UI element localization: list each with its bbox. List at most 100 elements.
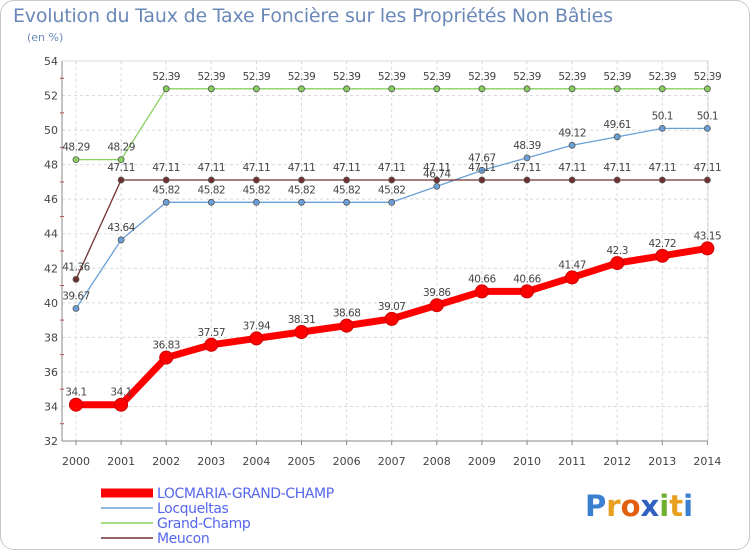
data-point-meucon (523, 176, 531, 184)
data-point-grand-champ (568, 85, 576, 93)
data-label-grand-champ: 52.39 (378, 71, 406, 83)
data-point-meucon (162, 176, 170, 184)
x-tick-label: 2000 (62, 455, 90, 468)
data-point-meucon (207, 176, 215, 184)
data-label-meucon: 47.11 (152, 162, 180, 174)
x-tick-label: 2014 (693, 455, 721, 468)
data-point-locmaria-grand-champ (474, 284, 489, 299)
data-point-grand-champ (162, 85, 170, 93)
data-label-locmaria-grand-champ: 34.1 (110, 387, 131, 399)
data-label-locqueltas: 45.82 (288, 184, 316, 196)
data-label-locmaria-grand-champ: 34.1 (65, 387, 86, 399)
x-tick-label: 2005 (288, 455, 316, 468)
data-point-locmaria-grand-champ (384, 311, 399, 326)
data-point-meucon (298, 176, 305, 184)
y-tick-label: 52 (44, 90, 58, 103)
legend: LOCMARIA-GRAND-CHAMPLocqueltasGrand-Cham… (101, 486, 334, 547)
data-point-grand-champ (343, 85, 351, 93)
y-tick-label: 38 (44, 331, 58, 344)
data-point-locmaria-grand-champ (339, 318, 354, 333)
data-label-meucon: 47.11 (198, 162, 226, 174)
data-point-locqueltas (568, 141, 576, 149)
data-point-meucon (252, 176, 260, 184)
data-point-locmaria-grand-champ (520, 284, 534, 299)
data-point-grand-champ (523, 85, 531, 93)
y-tick-label: 46 (44, 193, 58, 206)
data-label-grand-champ: 52.39 (243, 71, 271, 83)
data-label-grand-champ: 52.39 (603, 71, 631, 83)
y-tick-label: 48 (44, 159, 58, 172)
data-label-locqueltas: 48.39 (513, 140, 541, 152)
data-label-meucon: 47.11 (468, 162, 496, 174)
data-point-grand-champ (478, 85, 486, 93)
data-label-meucon: 41.36 (62, 261, 90, 273)
data-label-locmaria-grand-champ: 38.68 (333, 308, 361, 320)
data-label-locqueltas: 50.1 (697, 110, 718, 122)
data-label-locqueltas: 47.67 (468, 152, 496, 164)
data-label-locqueltas: 46.74 (423, 168, 451, 180)
data-label-locmaria-grand-champ: 36.83 (152, 340, 180, 352)
data-label-grand-champ: 52.39 (152, 71, 180, 83)
data-label-locmaria-grand-champ: 40.66 (513, 273, 541, 285)
legend-label-grand-champ: Grand-Champ (157, 516, 251, 532)
y-tick-label: 44 (44, 228, 58, 241)
data-label-meucon: 47.11 (378, 162, 406, 174)
data-point-locmaria-grand-champ (249, 331, 264, 346)
data-label-locqueltas: 45.82 (152, 184, 180, 196)
data-label-meucon: 47.11 (423, 162, 451, 174)
data-point-grand-champ (388, 85, 396, 93)
data-point-locqueltas (658, 124, 666, 132)
data-label-locqueltas: 43.64 (107, 222, 135, 234)
legend-label-locqueltas: Locqueltas (157, 501, 229, 517)
data-point-locmaria-grand-champ (429, 298, 444, 313)
data-label-grand-champ: 52.39 (513, 71, 541, 83)
data-point-locqueltas (478, 166, 486, 174)
data-label-grand-champ: 52.39 (694, 71, 722, 83)
data-point-grand-champ (252, 85, 260, 93)
data-point-locmaria-grand-champ (204, 337, 219, 352)
data-label-locqueltas: 39.67 (62, 291, 90, 303)
y-tick-label: 40 (44, 297, 58, 310)
data-label-grand-champ: 52.39 (468, 71, 496, 83)
logo-letter: i (659, 489, 670, 523)
logo-letter: P (585, 489, 607, 523)
data-label-locmaria-grand-champ: 41.47 (558, 259, 586, 271)
data-label-grand-champ: 52.39 (558, 71, 586, 83)
data-label-meucon: 47.11 (603, 162, 631, 174)
x-tick-label: 2001 (107, 455, 135, 468)
data-point-meucon (433, 176, 441, 184)
x-tick-label: 2009 (468, 455, 496, 468)
data-point-locqueltas (162, 198, 170, 206)
data-label-locmaria-grand-champ: 37.94 (243, 320, 271, 332)
data-point-locmaria-grand-champ (114, 397, 129, 412)
data-label-meucon: 47.11 (513, 162, 541, 174)
data-label-locqueltas: 45.82 (333, 184, 361, 196)
data-point-grand-champ (658, 85, 666, 93)
y-tick-label: 36 (44, 366, 58, 379)
data-point-meucon (72, 275, 80, 283)
data-point-meucon (658, 176, 666, 184)
legend-label-meucon: Meucon (157, 531, 209, 547)
data-label-meucon: 47.11 (288, 162, 316, 174)
data-label-meucon: 47.11 (649, 162, 677, 174)
data-point-locmaria-grand-champ (294, 325, 309, 340)
data-point-locqueltas (72, 305, 80, 312)
data-label-locqueltas: 49.61 (603, 119, 631, 131)
logo-letter: r (606, 489, 621, 523)
data-label-grand-champ: 48.29 (107, 142, 135, 154)
x-tick-label: 2013 (648, 455, 676, 468)
data-point-locqueltas (433, 182, 441, 190)
legend-label-locmaria-grand-champ: LOCMARIA-GRAND-CHAMP (157, 486, 334, 502)
data-label-locqueltas: 50.1 (652, 110, 673, 122)
data-label-locmaria-grand-champ: 40.66 (468, 273, 496, 285)
data-point-grand-champ (704, 85, 711, 93)
data-point-grand-champ (433, 85, 441, 93)
data-point-locmaria-grand-champ (610, 256, 625, 271)
x-tick-label: 2012 (603, 455, 631, 468)
data-label-locqueltas: 45.82 (243, 184, 271, 196)
data-point-grand-champ (72, 156, 80, 164)
proxiti-logo: Proxiti (585, 489, 693, 523)
data-point-locmaria-grand-champ (565, 270, 580, 285)
data-point-locqueltas (298, 198, 305, 206)
